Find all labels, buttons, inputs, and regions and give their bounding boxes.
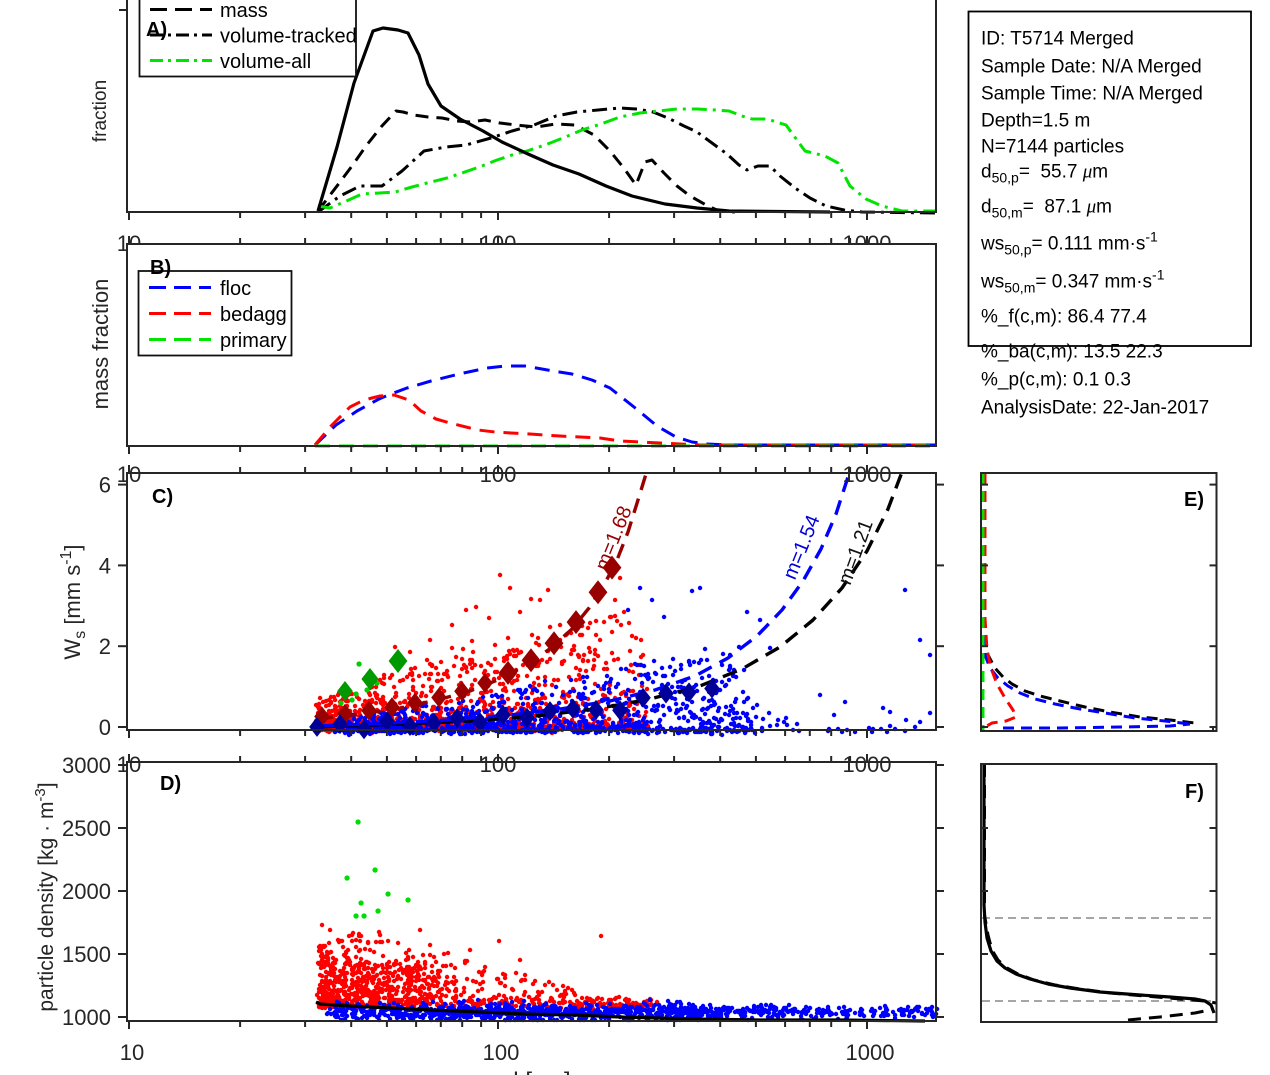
svg-text:%_p(c,m): 0.1 0.3: %_p(c,m): 0.1 0.3 [981,370,1131,391]
svg-text:0: 0 [99,715,111,740]
svg-text:d50,p= 55.7 μm: d50,p= 55.7 μm [981,162,1108,186]
svg-text:3000: 3000 [62,753,111,778]
svg-text:Sample Date: N/A Merged: Sample Date: N/A Merged [981,57,1202,78]
svg-text:D): D) [160,773,181,795]
svg-text:d [μm]: d [μm] [505,1068,570,1075]
svg-text:ws50,m= 0.347 mm·s-1: ws50,m= 0.347 mm·s-1 [980,267,1165,296]
svg-text:d50,m= 87.1 μm: d50,m= 87.1 μm [981,197,1112,221]
svg-text:C): C) [152,486,173,508]
svg-text:bedagg: bedagg [220,304,287,326]
svg-text:2000: 2000 [62,879,111,904]
svg-text:100: 100 [480,752,517,777]
svg-text:1000: 1000 [62,1005,111,1030]
svg-text:%_f(c,m): 86.4 77.4: %_f(c,m): 86.4 77.4 [981,307,1147,328]
svg-text:E): E) [1184,489,1204,511]
svg-text:primary: primary [220,330,287,352]
svg-text:volume-all: volume-all [220,51,311,73]
svg-text:100: 100 [483,1040,520,1065]
svg-text:10: 10 [117,462,141,487]
svg-text:B): B) [150,257,171,279]
svg-text:1000: 1000 [843,462,892,487]
svg-text:mass fraction: mass fraction [88,279,113,410]
svg-text:2: 2 [99,634,111,659]
svg-text:Depth=1.5 m: Depth=1.5 m [981,111,1090,132]
svg-text:N=7144 particles: N=7144 particles [981,137,1124,158]
svg-text:mass: mass [220,0,268,22]
svg-text:F): F) [1185,781,1204,803]
svg-text:100: 100 [480,462,517,487]
svg-text:%_ba(c,m): 13.5 22.3: %_ba(c,m): 13.5 22.3 [981,342,1163,363]
svg-text:ID: T5714 Merged: ID: T5714 Merged [981,29,1134,50]
svg-text:10: 10 [120,1040,144,1065]
svg-text:ws50,p= 0.111 mm·s-1: ws50,p= 0.111 mm·s-1 [980,229,1158,258]
svg-text:2500: 2500 [62,816,111,841]
svg-text:1000: 1000 [846,1040,895,1065]
svg-text:Sample Time: N/A Merged: Sample Time: N/A Merged [981,84,1203,105]
svg-text:A): A) [146,19,167,41]
svg-text:1500: 1500 [62,942,111,967]
svg-text:particle density [kg · m-3]: particle density [kg · m-3] [32,782,58,1011]
svg-text:floc: floc [220,278,251,300]
svg-text:AnalysisDate: 22-Jan-2017: AnalysisDate: 22-Jan-2017 [981,398,1209,419]
svg-text:10: 10 [117,752,141,777]
svg-text:Ws [mm s-1]: Ws [mm s-1] [58,544,89,659]
svg-text:4: 4 [99,553,111,578]
svg-text:fraction: fraction [90,80,111,142]
svg-text:1000: 1000 [843,752,892,777]
svg-text:6: 6 [99,473,111,498]
svg-text:volume-tracked: volume-tracked [220,26,357,48]
